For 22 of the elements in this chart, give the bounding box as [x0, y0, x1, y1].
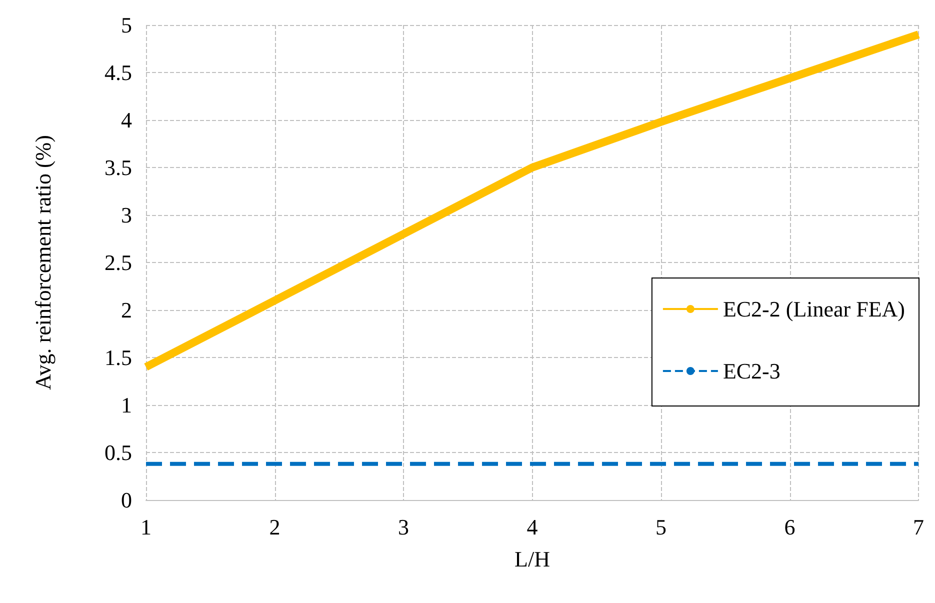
y-tick-label: 0 — [121, 488, 132, 512]
y-tick-label: 3 — [121, 202, 132, 228]
x-tick-label: 3 — [398, 514, 409, 540]
legend-label: EC2-2 (Linear FEA) — [722, 296, 906, 322]
x-tick-label: 1 — [140, 514, 152, 540]
x-tick-label: 7 — [913, 514, 924, 540]
y-tick-label: 0.5 — [104, 440, 132, 465]
y-tick-label: 1.5 — [104, 345, 132, 370]
y-tick-label: 1 — [121, 392, 132, 418]
x-tick-label: 2 — [269, 514, 280, 540]
y-tick-label: 5 — [121, 12, 132, 38]
y-tick-label: 2.5 — [104, 250, 132, 275]
y-tick-label: 3.5 — [104, 155, 132, 180]
x-axis-title: L/H — [514, 546, 550, 572]
legend-label: EC2-3 — [722, 358, 780, 384]
y-tick-label: 4.5 — [104, 60, 132, 85]
x-tick-label: 6 — [784, 514, 796, 540]
x-tick-label: 4 — [526, 514, 538, 540]
x-tick-label: 5 — [656, 514, 666, 540]
y-tick-label: 2 — [121, 298, 132, 322]
y-axis-title: Avg. reinforcement ratio (%) — [30, 135, 56, 390]
y-tick-label: 4 — [121, 108, 132, 132]
